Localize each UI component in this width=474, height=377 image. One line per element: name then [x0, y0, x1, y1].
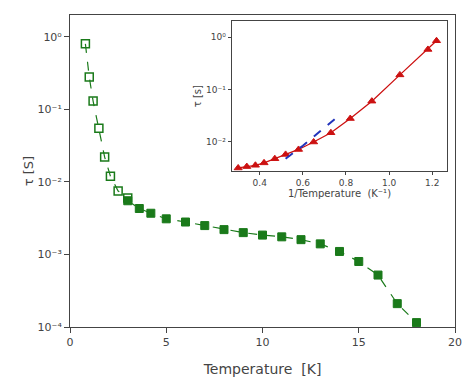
svg-text:10⁻²: 10⁻²: [206, 137, 226, 147]
svg-text:0.8: 0.8: [339, 178, 354, 188]
svg-text:1/Temperature (K⁻¹): 1/Temperature (K⁻¹): [288, 188, 391, 199]
svg-text:1.0: 1.0: [382, 178, 397, 188]
svg-text:0: 0: [67, 336, 74, 349]
svg-text:10⁻³: 10⁻³: [38, 248, 62, 261]
svg-text:10⁻¹: 10⁻¹: [206, 85, 226, 95]
svg-text:10: 10: [256, 336, 270, 349]
svg-text:10⁰: 10⁰: [211, 32, 226, 42]
svg-text:0.6: 0.6: [296, 178, 311, 188]
svg-text:20: 20: [448, 336, 462, 349]
svg-text:Temperature [K]: Temperature [K]: [203, 361, 322, 377]
svg-text:5: 5: [163, 336, 170, 349]
svg-text:10⁻²: 10⁻²: [38, 176, 62, 189]
svg-text:10⁻¹: 10⁻¹: [38, 103, 62, 116]
svg-text:τ [s]: τ [s]: [192, 85, 203, 107]
svg-text:1.2: 1.2: [425, 178, 439, 188]
svg-text:10⁻⁴: 10⁻⁴: [38, 321, 63, 334]
svg-text:15: 15: [352, 336, 366, 349]
svg-text:τ [S]: τ [S]: [21, 156, 36, 186]
svg-text:10⁰: 10⁰: [43, 31, 62, 44]
svg-text:0.4: 0.4: [253, 178, 268, 188]
